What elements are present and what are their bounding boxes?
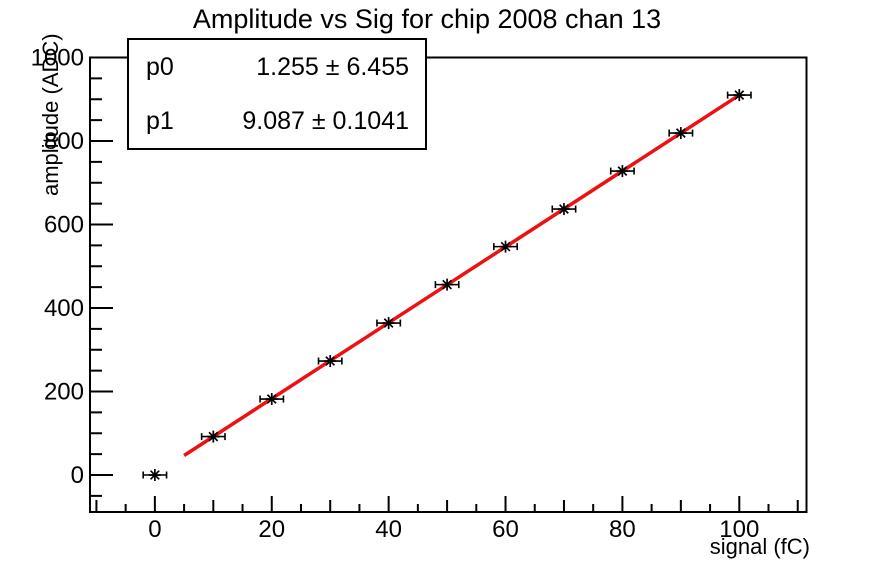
page-title: Amplitude vs Sig for chip 2008 chan 13 (192, 4, 662, 34)
fit-line (183, 93, 741, 457)
y-tick-label: 400 (44, 295, 84, 322)
data-marker (500, 241, 511, 252)
param-name-p0: p0 (146, 52, 174, 81)
fit-stats-box: p0 1.255 ± 6.455 p1 9.087 ± 0.1041 (127, 38, 427, 150)
data-marker (442, 279, 452, 290)
x-tick-label: 100 (719, 516, 759, 543)
data-marker (734, 90, 745, 100)
y-axis-title: amplitude (ADC) (38, 33, 63, 196)
y-tick-label: 200 (44, 379, 84, 406)
y-tick-label: 1000 (31, 45, 84, 72)
data-marker (266, 394, 277, 404)
data-marker (383, 318, 394, 328)
param-value-p1: 9.087 ± 0.1041 (242, 106, 409, 135)
param-name-p1: p1 (146, 106, 174, 135)
x-tick-label: 60 (492, 516, 519, 543)
x-tick-label: 20 (258, 516, 285, 543)
x-axis-title: signal (fC) (709, 534, 810, 559)
data-marker (149, 470, 160, 480)
param-value-p0: 1.255 ± 6.455 (256, 52, 409, 81)
x-tick-label: 40 (375, 516, 402, 543)
y-tick-label: 0 (71, 462, 84, 489)
data-marker (675, 128, 686, 138)
y-tick-label: 800 (44, 128, 84, 155)
y-tick-label: 600 (44, 212, 84, 239)
plot-frame (89, 56, 808, 513)
data-marker (208, 431, 219, 442)
data-marker (559, 204, 569, 214)
stats-row-p1: p1 9.087 ± 0.1041 (129, 94, 425, 148)
x-tick-label: 80 (609, 516, 636, 543)
x-tick-label: 0 (148, 516, 161, 543)
stats-row-p0: p0 1.255 ± 6.455 (129, 40, 425, 94)
data-marker (325, 356, 336, 366)
data-marker (617, 166, 628, 176)
